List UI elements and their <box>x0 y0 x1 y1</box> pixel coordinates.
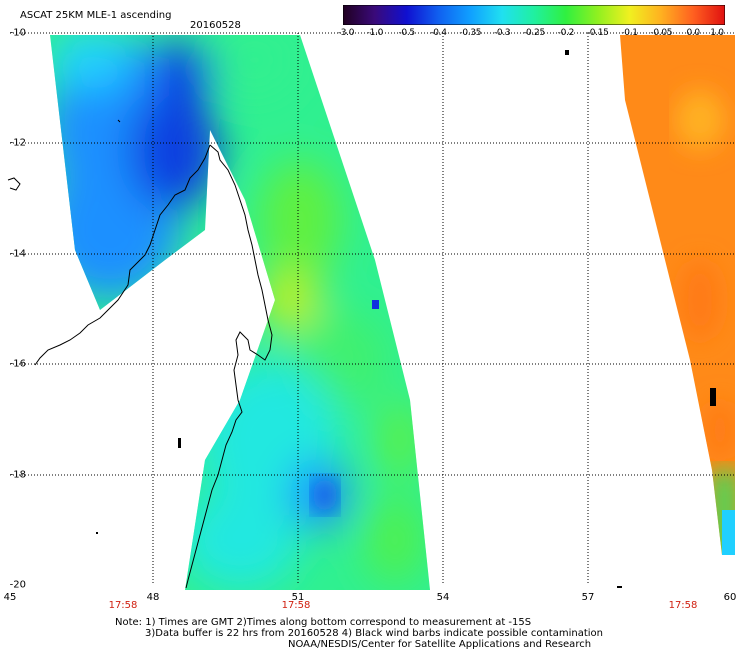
lon-label: 60 <box>723 592 737 603</box>
lon-label: 45 <box>3 592 17 603</box>
swath-pixel <box>372 300 379 309</box>
note-line-2: 3)Data buffer is 22 hrs from 20160528 4)… <box>145 628 603 639</box>
lat-label: -12 <box>9 137 26 149</box>
lon-label: 57 <box>581 592 595 603</box>
product-title: ASCAT 25KM MLE-1 ascending <box>20 10 172 21</box>
pass-time: 17:58 <box>108 600 138 611</box>
pass-time: 17:58 <box>281 600 311 611</box>
colorbar-label: -0.25 <box>523 28 545 38</box>
lat-label: -18 <box>9 469 26 481</box>
lat-label: -10 <box>9 27 26 39</box>
islands <box>96 50 716 588</box>
colorbar-label: 1.0 <box>710 28 724 38</box>
lon-label: 54 <box>436 592 450 603</box>
lon-label: 48 <box>146 592 160 603</box>
lat-label: -20 <box>9 579 26 591</box>
colorbar-gradient <box>343 5 725 25</box>
colorbar-label: -0.35 <box>459 28 482 38</box>
pass-time: 17:58 <box>668 600 698 611</box>
lon-label: 51 <box>291 592 305 603</box>
product-date: 20160528 <box>190 20 241 31</box>
lat-label: -16 <box>9 358 26 370</box>
note-line-3: NOAA/NESDIS/Center for Satellite Applica… <box>288 639 592 650</box>
colorbar-label: -1.0 <box>366 28 384 38</box>
colorbar-label: 0.0 <box>686 28 700 38</box>
colorbar-label: -0.15 <box>586 28 609 38</box>
colorbar <box>343 5 725 25</box>
graticule <box>10 32 735 585</box>
colorbar-label: -0.4 <box>430 28 447 38</box>
coastline <box>7 119 273 589</box>
note-line-1: Note: 1) Times are GMT 2)Times along bot… <box>115 617 532 628</box>
colorbar-label: -0.1 <box>621 28 638 38</box>
swath-right <box>620 35 735 555</box>
lat-label: -14 <box>9 248 26 260</box>
swath-left <box>50 35 430 590</box>
